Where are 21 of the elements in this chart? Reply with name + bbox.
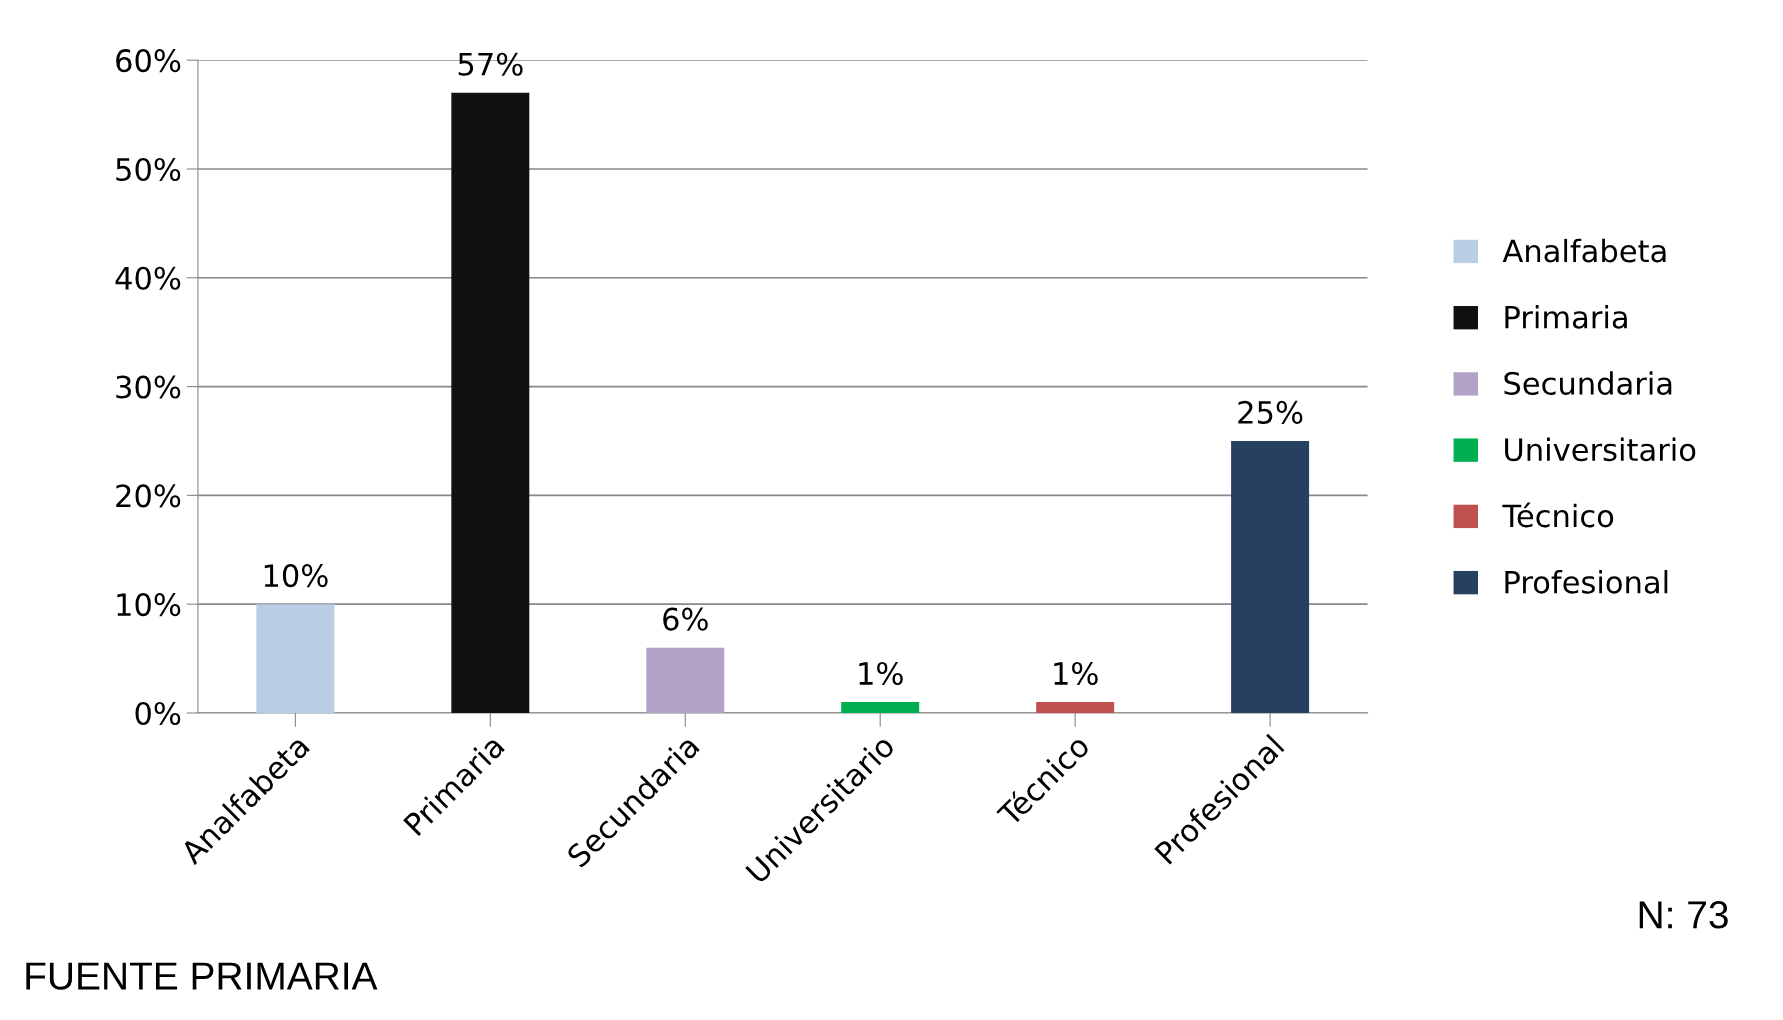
- y-tick-label: 20%: [116, 484, 181, 508]
- data-label: 25%: [1238, 400, 1303, 424]
- legend-label: Primaria: [1505, 305, 1627, 329]
- data-label: 1%: [1054, 661, 1098, 686]
- data-label: 57%: [458, 52, 523, 76]
- legend-label: Analfabeta: [1502, 238, 1666, 263]
- y-tick-label: 50%: [116, 157, 181, 182]
- data-label: 6%: [663, 607, 708, 631]
- data-label: 10%: [264, 564, 328, 588]
- y-tick-label: 10%: [117, 593, 181, 617]
- legend-label: Técnico: [1502, 502, 1614, 528]
- source-note: FUENTE PRIMARIA: [26, 962, 378, 990]
- y-tick-label: 0%: [135, 701, 181, 726]
- legend-label: Universitario: [1505, 437, 1696, 462]
- data-label: 1%: [859, 661, 903, 686]
- legend-label: Profesional: [1505, 570, 1668, 594]
- legend-label: Secundaria: [1504, 371, 1672, 395]
- y-tick-label: 30%: [116, 375, 181, 399]
- text: N: 73: [1639, 901, 1728, 929]
- y-tick-label: 40%: [115, 266, 181, 290]
- y-tick-label: 60%: [116, 49, 181, 73]
